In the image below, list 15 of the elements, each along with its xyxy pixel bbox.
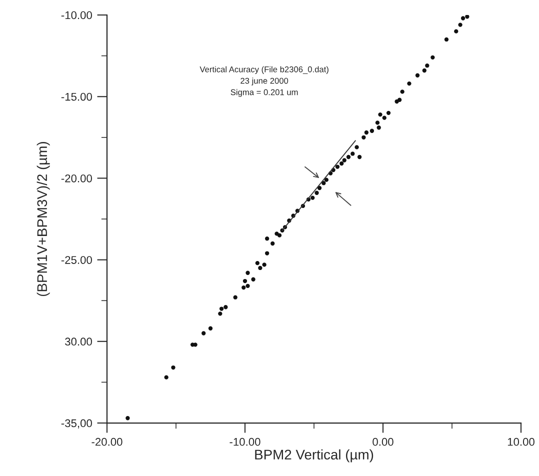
x-axis-title: BPM2 Vertical (µm) — [255, 449, 374, 462]
y-tick-label: -35,00 — [61, 419, 92, 428]
y-tick-label: -25.00 — [61, 256, 92, 264]
y-tick-label: -20.00 — [61, 174, 92, 182]
x-tick-label: -10.00 — [230, 438, 260, 446]
annotation: 23 june 2000 — [240, 78, 288, 86]
y-tick-label: 30.00 — [65, 338, 92, 346]
y-tick-label: -15.00 — [61, 92, 92, 101]
annotation: Sigma = 0.201 um — [230, 89, 298, 97]
x-tick-label: -20.00 — [92, 438, 122, 446]
y-axis-title: (BPM1V+BPM3V)/2 (µm) — [36, 142, 50, 296]
x-tick-label: 0.00 — [372, 438, 394, 446]
x-tick-label: 10.00 — [508, 438, 534, 446]
y-tick-label: -10.00 — [61, 11, 92, 20]
annotation: Vertical Acuracy (File b2306_0.dat) — [200, 66, 328, 74]
